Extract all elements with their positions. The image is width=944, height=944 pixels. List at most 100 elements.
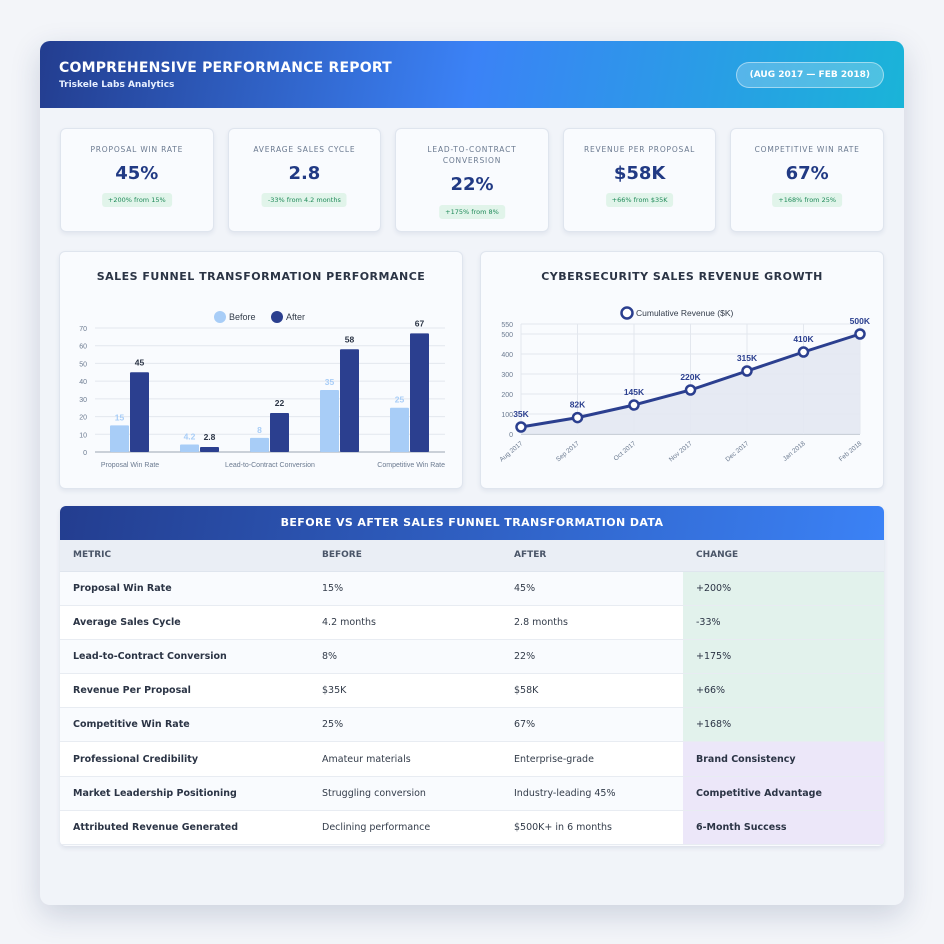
chart-title: SALES FUNNEL TRANSFORMATION PERFORMANCE bbox=[96, 270, 426, 283]
bar-after bbox=[410, 333, 429, 452]
bar-after bbox=[130, 372, 149, 452]
before-cell: Amateur materials bbox=[309, 741, 501, 777]
metric-cell: Average Sales Cycle bbox=[60, 605, 309, 640]
data-point bbox=[515, 421, 527, 433]
data-label: 500K bbox=[850, 316, 871, 326]
kpi-row: PROPOSAL WIN RATE 45% +200% from 15% AVE… bbox=[60, 128, 884, 232]
change-cell: Brand Consistency bbox=[683, 741, 884, 777]
before-cell: 8% bbox=[309, 639, 501, 675]
x-tick-label: Sep 2017 bbox=[555, 440, 581, 463]
data-label: 410K bbox=[793, 334, 814, 344]
before-cell: 4.2 months bbox=[309, 605, 501, 640]
bar-before bbox=[390, 407, 409, 452]
metric-cell: Market Leadership Positioning bbox=[60, 776, 309, 811]
table-row: Proposal Win Rate 15% 45% +200% bbox=[60, 571, 884, 606]
data-label: 315K bbox=[737, 353, 758, 363]
kpi-value: 22% bbox=[450, 174, 494, 195]
x-tick-label: Aug 2017 bbox=[498, 440, 524, 463]
data-point bbox=[741, 365, 753, 377]
metric-cell: Revenue Per Proposal bbox=[60, 673, 309, 709]
data-point bbox=[854, 328, 866, 340]
kpi-delta-badge: +175% from 8% bbox=[439, 205, 505, 219]
change-cell: +175% bbox=[683, 639, 884, 675]
data-point bbox=[628, 399, 640, 411]
col-header-change: CHANGE bbox=[683, 540, 884, 572]
data-label-before: 8 bbox=[257, 425, 262, 435]
data-point bbox=[797, 346, 810, 358]
kpi-label: COMPETITIVE WIN RATE bbox=[754, 145, 860, 154]
metric-cell: Competitive Win Rate bbox=[60, 707, 309, 743]
kpi-label: PROPOSAL WIN RATE bbox=[90, 145, 184, 154]
comparison-table: METRIC BEFORE AFTER CHANGE Proposal Win … bbox=[60, 540, 884, 846]
data-label-after: 45 bbox=[135, 357, 145, 367]
kpi-delta-badge: +66% from $35K bbox=[605, 193, 674, 207]
x-tick-label: Proposal Win Rate bbox=[101, 462, 159, 469]
table-row: Average Sales Cycle 4.2 months 2.8 months -… bbox=[60, 605, 884, 640]
kpi-label: LEAD-TO-CONTRACT CONVERSION bbox=[427, 145, 517, 165]
change-cell: Competitive Advantage bbox=[683, 776, 884, 811]
bar-after bbox=[340, 349, 359, 452]
x-tick-label: Lead-to-Contract Conversion bbox=[225, 462, 315, 469]
table-row: Market Leadership Positioning Struggling … bbox=[60, 776, 884, 811]
x-tick-label: Jan 2018 bbox=[782, 440, 807, 463]
kpi-value: 2.8 bbox=[288, 163, 321, 184]
y-tick-label: 0 bbox=[509, 432, 513, 439]
legend-label: Cumulative Revenue ($K) bbox=[636, 308, 733, 318]
change-cell: +168% bbox=[683, 707, 884, 743]
data-label-before: 25 bbox=[395, 395, 405, 405]
before-cell: 15% bbox=[309, 571, 501, 606]
y-tick-label: 400 bbox=[501, 352, 513, 359]
kpi-value: 45% bbox=[115, 163, 159, 184]
line-chart: Cumulative Revenue ($K) 0 100 200 300 400 500 5… bbox=[498, 306, 871, 463]
report-header: COMPREHENSIVE PERFORMANCE REPORT Triskel… bbox=[40, 41, 904, 108]
kpi-card-proposal-win-rate: PROPOSAL WIN RATE 45% +200% from 15% bbox=[60, 128, 214, 232]
kpi-card-competitive-win-rate: COMPETITIVE WIN RATE 67% +168% from 25% bbox=[730, 128, 884, 232]
change-cell: +200% bbox=[683, 571, 884, 606]
legend-swatch-after bbox=[271, 311, 283, 323]
change-cell: -33% bbox=[683, 605, 884, 640]
data-label-after: 2.8 bbox=[204, 432, 216, 442]
revenue-chart-panel: CYBERSECURITY SALES REVENUE GROWTH Cumul… bbox=[480, 251, 884, 489]
y-tick-label: 100 bbox=[501, 412, 513, 419]
funnel-chart-panel: SALES FUNNEL TRANSFORMATION PERFORMANCE … bbox=[59, 251, 463, 489]
col-header-metric: METRIC bbox=[60, 540, 309, 572]
x-tick-label: Dec 2017 bbox=[724, 440, 750, 463]
data-point bbox=[571, 411, 584, 424]
kpi-value: $58K bbox=[613, 163, 666, 184]
x-tick-label: Feb 2018 bbox=[838, 440, 864, 463]
y-tick-label: 300 bbox=[501, 372, 513, 379]
kpi-delta-badge: +200% from 15% bbox=[101, 193, 172, 207]
table-title: BEFORE VS AFTER SALES FUNNEL TRANSFORMAT… bbox=[60, 506, 884, 540]
y-tick-label: 50 bbox=[79, 361, 87, 368]
change-cell: 6-Month Success bbox=[683, 810, 884, 846]
bar-before bbox=[250, 437, 269, 452]
kpi-label: AVERAGE SALES CYCLE bbox=[253, 145, 356, 154]
y-tick-label: 30 bbox=[79, 397, 87, 404]
table-row: Competitive Win Rate 25% 67% +168% bbox=[60, 707, 884, 743]
kpi-value: 67% bbox=[785, 163, 829, 184]
x-tick-label: Oct 2017 bbox=[613, 440, 638, 463]
data-label-before: 15 bbox=[115, 412, 125, 422]
legend-swatch-before bbox=[214, 311, 226, 323]
data-label-after: 67 bbox=[415, 318, 425, 328]
report-title: COMPREHENSIVE PERFORMANCE REPORT bbox=[59, 60, 392, 76]
bar-after bbox=[200, 447, 219, 452]
bar-chart: Before After 0 10 20 30 40 50 60 70 15 45 Proposal W… bbox=[79, 311, 445, 469]
bar-after bbox=[270, 413, 289, 452]
y-tick-label: 0 bbox=[83, 450, 87, 457]
y-tick-label: 200 bbox=[501, 392, 513, 399]
data-label: 220K bbox=[680, 372, 701, 382]
area-fill bbox=[521, 334, 860, 434]
table-row: Attributed Revenue Generated Declining pe… bbox=[60, 810, 884, 846]
after-cell: Industry-leading 45% bbox=[501, 776, 683, 811]
kpi-card-revenue-per-proposal: REVENUE PER PROPOSAL $58K +66% from $35K bbox=[562, 128, 717, 232]
y-tick-label: 10 bbox=[79, 432, 87, 439]
report-subtitle: Triskele Labs Analytics bbox=[59, 80, 175, 90]
after-cell: Enterprise-grade bbox=[501, 741, 683, 777]
data-label-before: 35 bbox=[325, 377, 335, 387]
after-cell: $500K+ in 6 months bbox=[501, 810, 683, 846]
y-tick-label: 40 bbox=[79, 379, 87, 386]
metric-cell: Proposal Win Rate bbox=[60, 571, 309, 606]
change-cell: +66% bbox=[683, 673, 884, 709]
y-tick-label: 20 bbox=[79, 415, 87, 422]
